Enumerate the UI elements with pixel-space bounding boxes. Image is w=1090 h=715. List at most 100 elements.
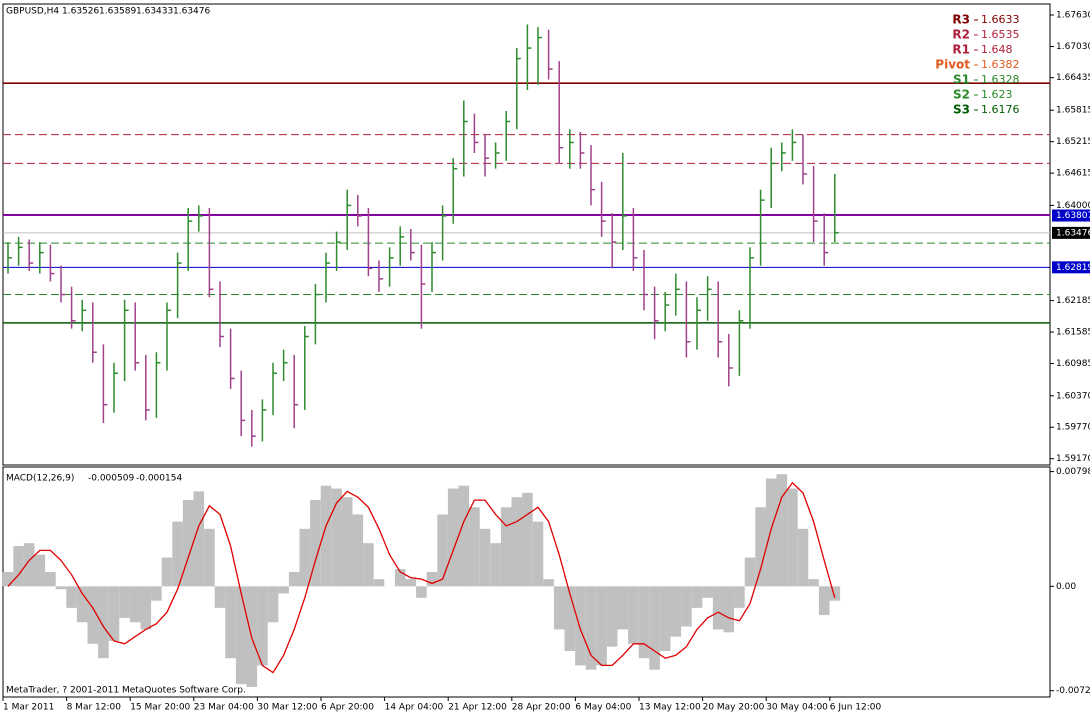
x-tick-label: 6 Jun 12:00 [830,703,882,713]
macd-bar [45,571,56,587]
macd-bar [172,521,183,587]
level-value: 1.6535 [981,28,1020,41]
price-label: 1.63807 [1056,211,1090,221]
macd-bar [458,485,470,587]
level-value: 1.6176 [981,103,1020,116]
macd-bar [617,586,629,630]
price-label-box [1052,209,1090,222]
x-tick-label: 15 Mar 20:00 [130,703,190,713]
x-tick-label: 6 Apr 20:00 [321,703,374,713]
x-tick-label: 21 Apr 12:00 [448,703,507,713]
macd-bar [712,586,724,630]
header-value: 1.63433 [136,7,173,17]
macd-bar [532,521,544,587]
macd-bar [76,586,88,623]
macd-bar [765,478,777,587]
x-tick-label: 13 May 12:00 [639,703,701,713]
y-tick-label: 0.00 [1056,582,1076,592]
macd-bar [278,586,289,594]
level-name: S3 [953,103,970,117]
macd-bar [363,543,374,587]
macd-bar [225,586,236,659]
macd-bar [235,586,247,685]
macd-bar [543,579,554,587]
macd-bar [288,571,300,587]
y-tick-label: 1.67630 [1056,11,1090,21]
y-tick-label: 0.00798 [1056,467,1090,477]
macd-bar [522,492,533,587]
macd-bar [23,543,35,587]
macd-bar [214,586,226,608]
macd-bar [310,500,321,587]
macd-bar [744,557,756,587]
macd-bar [161,557,173,587]
y-tick-label: 1.64000 [1056,201,1090,211]
macd-bar [553,586,565,630]
macd-bar [416,586,427,598]
indicator-value: -0.000509 [88,474,134,484]
y-tick-label: 1.65215 [1056,137,1090,147]
macd-bar [734,586,745,608]
level-value: 1.6382 [981,58,1020,71]
macd-bar [193,491,205,587]
macd-bar [606,586,618,647]
macd-bar [755,507,766,587]
macd-bar [681,586,692,627]
macd-bar [596,586,607,666]
price-label-box [1052,261,1090,274]
macd-bar [2,571,14,587]
macd-bar [829,586,841,601]
macd-bar [320,485,332,587]
macd-bar [66,586,77,608]
price-panel [2,3,1051,466]
price-label: 1.63476 [1056,228,1090,238]
level-value: 1.6633 [981,13,1020,26]
level-name: R2 [952,28,970,42]
macd-bar [426,571,438,587]
macd-bar [490,543,501,587]
macd-bar [575,586,586,666]
macd-bar [98,586,109,659]
macd-bar [702,586,713,598]
macd-bar [405,579,417,587]
macd-bar [437,514,448,587]
x-tick-label: 30 Mar 12:00 [257,703,317,713]
level-value: 1.6328 [981,73,1020,86]
y-tick-label: 1.64615 [1056,169,1090,179]
y-tick-label: 1.59170 [1056,454,1090,464]
y-tick-label: 1.59770 [1056,423,1090,433]
header-value: 1.63589 [99,7,136,17]
macd-bar [204,528,215,587]
macd-bar [776,474,788,587]
y-tick-label: 1.60370 [1056,391,1090,401]
macd-bar [659,586,671,651]
y-tick-label: 1.66435 [1056,73,1090,83]
level-value: 1.648 [981,43,1013,56]
header-value: 1.63476 [173,7,210,17]
macd-bar [818,586,830,616]
macd-bar [447,488,459,587]
macd-bar [638,586,650,659]
x-tick-label: 28 Apr 20:00 [512,703,571,713]
macd-bar [500,507,512,587]
macd-bar [108,586,120,641]
macd-bar [564,586,576,651]
x-tick-label: 1 Mar 2011 [3,703,54,713]
macd-bar [787,488,798,587]
macd-bar [331,488,342,587]
level-name: S2 [953,88,970,102]
header-symbol: GBPUSD,H4 [6,7,59,17]
price-label-box [1052,226,1090,239]
x-tick-label: 30 May 04:00 [766,703,828,713]
x-tick-label: 20 May 20:00 [703,703,765,713]
macd-bar [585,586,597,670]
level-name: S1 [953,73,970,87]
indicator-name: MACD(12,26,9) [6,474,74,484]
x-tick-label: 6 May 04:00 [575,703,631,713]
macd-bar [13,546,24,587]
price-label: 1.62819 [1056,263,1090,273]
y-tick-label: 1.62185 [1056,296,1090,306]
macd-bar [479,528,491,587]
level-name: Pivot [935,58,970,72]
macd-bar [373,579,385,587]
